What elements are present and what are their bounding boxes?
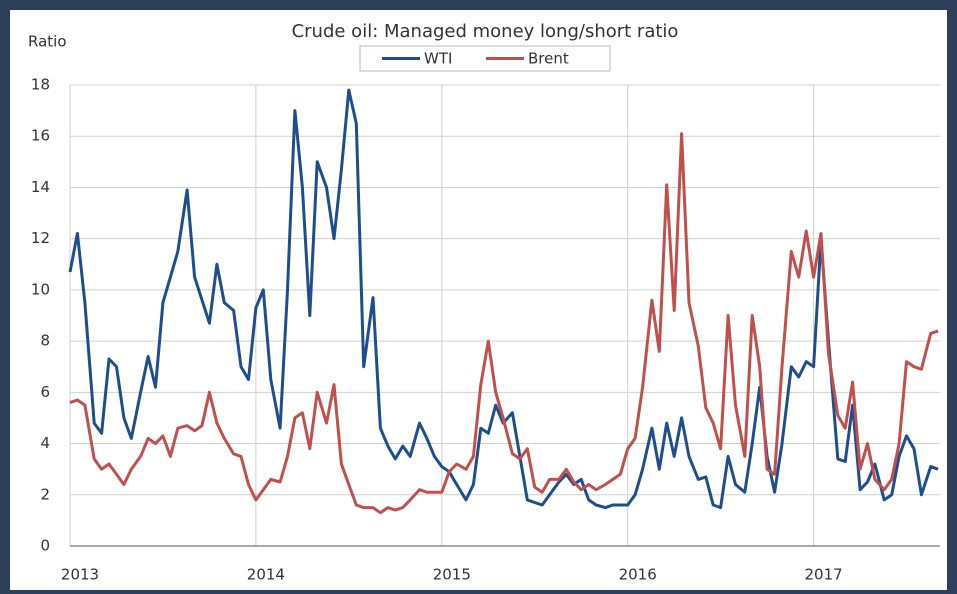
legend-label: WTI	[424, 50, 452, 68]
x-tick-label: 2013	[61, 566, 99, 584]
chart-background	[10, 10, 947, 590]
y-tick-label: 6	[40, 383, 50, 401]
x-tick-label: 2015	[433, 566, 471, 584]
y-axis-label: Ratio	[28, 33, 67, 51]
y-tick-label: 10	[31, 280, 50, 298]
y-tick-label: 2	[40, 485, 50, 503]
y-tick-label: 4	[40, 434, 50, 452]
x-tick-label: 2017	[804, 566, 842, 584]
y-tick-label: 12	[31, 229, 50, 247]
legend-label: Brent	[528, 50, 569, 68]
y-tick-label: 16	[31, 127, 50, 145]
y-tick-label: 18	[31, 76, 50, 94]
x-tick-label: 2014	[247, 566, 285, 584]
chart-title: Crude oil: Managed money long/short rati…	[292, 21, 679, 42]
y-tick-label: 0	[40, 537, 50, 555]
x-tick-label: 2016	[619, 566, 657, 584]
y-tick-label: 8	[40, 332, 50, 350]
data-line	[69, 132, 939, 515]
y-tick-label: 14	[31, 178, 50, 196]
